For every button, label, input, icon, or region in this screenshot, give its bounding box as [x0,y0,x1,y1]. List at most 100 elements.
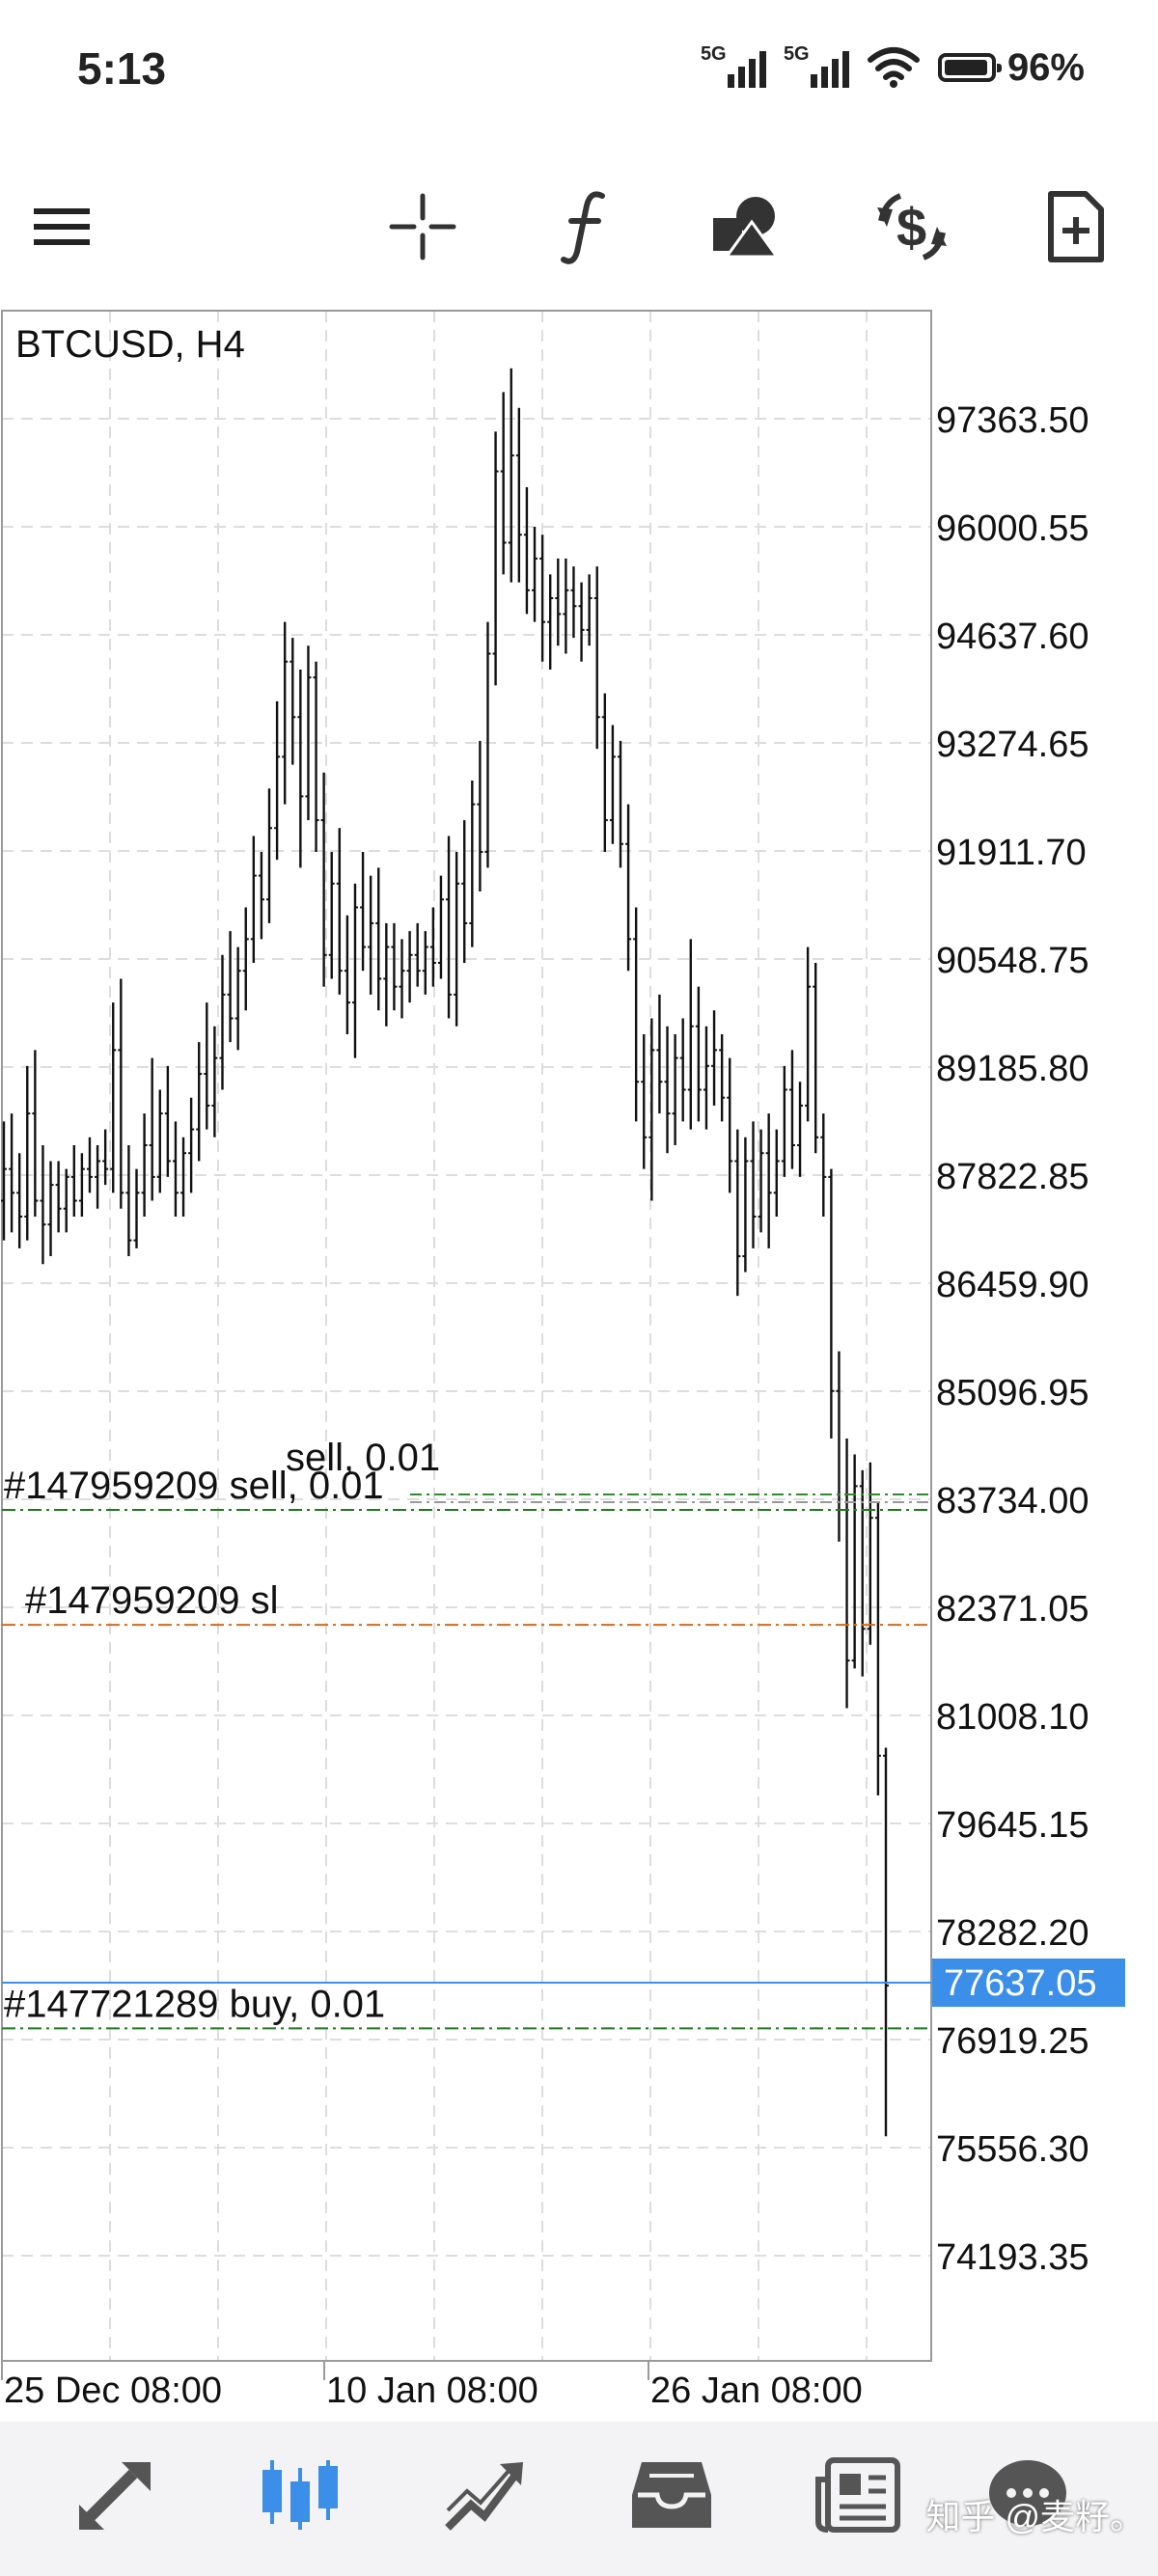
ohlc-bar [55,1161,62,1233]
price-tick-label: 74193.35 [936,2237,1089,2278]
ohlc-bar [593,566,600,750]
ohlc-bar [227,931,234,1043]
ohlc-bar [874,1501,881,1795]
dollar-exchange-icon: $ [877,193,947,260]
ohlc-bar [399,939,405,1019]
ohlc-bar [758,1129,764,1233]
ohlc-bar [24,1065,31,1241]
ohlc-bar [125,1145,132,1257]
ohlc-bar [719,1033,726,1122]
inbox-tray-icon [632,2462,711,2528]
objects-button[interactable] [704,183,791,270]
price-tick-label: 96000.55 [936,508,1089,549]
price-tick-label: 81008.10 [936,1697,1089,1738]
shapes-icon [713,197,780,259]
menu-button[interactable] [19,183,106,270]
signal-label: 5G [700,43,727,65]
price-tick-label: 76919.25 [936,2021,1089,2062]
price-chart[interactable]: #147959209 sell, 0.01 #147959209 sl #14772… [0,309,1158,2412]
ohlc-bar [95,1145,101,1209]
price-tick-label: 91911.70 [936,833,1087,873]
price-tick-label: 78282.20 [936,1913,1089,1954]
signal-label: 5G [783,43,810,65]
ohlc-bar [828,1168,835,1439]
nav-chart[interactable] [247,2447,353,2543]
ohlc-bar [282,621,289,805]
ohlc-bar [391,922,398,1011]
crosshair-icon [389,193,456,260]
ohlc-bar [687,939,694,1130]
ohlc-bar [414,922,421,987]
ohlc-bar [156,1089,163,1193]
ohlc-bar [368,875,374,995]
ohlc-bar [617,740,623,868]
ohlc-bar [742,1137,749,1273]
battery: 96% [937,45,1085,90]
ohlc-bar [172,1121,179,1217]
ohlc-bar [539,534,546,662]
ohlc-bar [664,1026,671,1154]
ohlc-bar [515,407,522,583]
ohlc-bar [133,1168,140,1248]
ohlc-bar [40,1145,46,1265]
ohlc-bar [383,922,390,1027]
ohlc-bar [274,700,281,861]
price-tick-label: 83734.00 [936,1481,1089,1521]
ohlc-bar [805,946,812,1122]
order-lines: #147959209 sell, 0.01 #147959209 sl #14772… [2,1465,931,2030]
ohlc-bar [266,788,273,923]
new-order-button[interactable] [1033,183,1119,270]
candlestick-chart-icon [262,2460,338,2530]
ohlc-bar [781,1065,787,1177]
crosshair-button[interactable] [379,183,466,270]
battery-percent: 96% [1006,45,1085,89]
trade-button[interactable]: $ [868,183,955,270]
time-tick-label: 25 Dec 08:00 [4,2370,222,2411]
ohlc-bar [679,1018,686,1122]
ohlc-bar [234,946,241,1051]
ohlc-bar [797,1082,804,1177]
ohlc-bar [523,486,530,615]
bottom-navigation: 知乎 @麦籽。 [0,2422,1158,2576]
nav-messages[interactable] [975,2447,1081,2543]
function-icon [561,191,605,264]
nav-history[interactable] [619,2447,725,2543]
price-tick-label: 79645.15 [936,1805,1089,1846]
watermark: 知乎 @麦籽。 [925,2497,1144,2536]
ghost-order-label: sell, 0.01 [286,1437,440,1479]
newspaper-icon [815,2457,900,2533]
svg-text:$: $ [896,197,926,258]
price-tick-label: 75556.30 [936,2129,1089,2170]
ohlc-bar [188,1097,195,1193]
order-label-buy: #147721289 buy, 0.01 [4,1983,385,2025]
ohlc-bar [734,1129,741,1297]
ohlc-bar [78,1153,85,1217]
ohlc-bar [110,1002,117,1193]
price-tick-label: 93274.65 [936,725,1089,765]
ohlc-bar [336,828,343,995]
ohlc-bar [648,1018,655,1201]
signal-icon: 5G [784,43,849,92]
nav-quotes[interactable] [64,2447,170,2543]
chart-frame [1,310,932,2362]
ohlc-bar [305,645,312,821]
ohlc-bar [204,1002,210,1130]
price-tick-label: 89185.80 [936,1049,1089,1089]
ohlc-bar [555,558,562,646]
ohlc-bar [9,1113,15,1233]
ohlc-bar [765,1113,772,1248]
ohlc-bar [250,836,257,964]
ohlc-bar [492,431,499,686]
indicators-button[interactable] [543,183,630,270]
ohlc-bar [242,907,249,1011]
time-tick-label: 26 Jan 08:00 [650,2370,863,2411]
ohlc-bar [484,621,491,868]
nav-news[interactable] [805,2447,911,2543]
ohlc-bar [883,1747,889,2137]
battery-icon [937,53,1002,82]
ohlc-bar [578,582,585,662]
ohlc-bar [711,1010,718,1106]
ohlc-bar [70,1145,77,1217]
nav-trade[interactable] [432,2447,538,2543]
ohlc-bar [547,574,554,670]
